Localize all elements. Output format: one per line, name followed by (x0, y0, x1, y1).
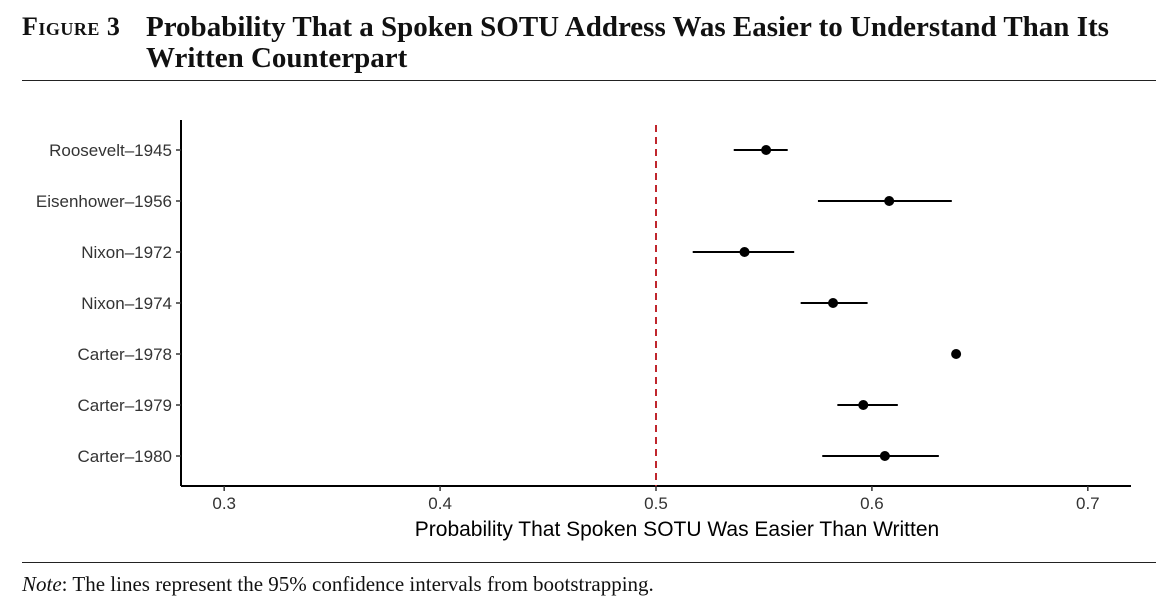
x-tick-label: 0.4 (428, 494, 452, 513)
x-axis: 0.3 0.4 0.5 0.6 0.7 (181, 485, 1131, 513)
data-marks (692, 145, 962, 461)
estimate-point (879, 451, 890, 461)
estimate-point (761, 145, 772, 155)
y-tick-label: Carter–1979 (77, 396, 172, 415)
y-axis: Roosevelt–1945 Eisenhower–1956 Nixon–1972 N… (36, 120, 182, 486)
estimate-point (828, 298, 839, 308)
bottom-rule (22, 562, 1156, 563)
y-tick-label: Eisenhower–1956 (36, 192, 172, 211)
y-tick-label: Carter–1980 (77, 447, 172, 466)
note-label: Note (22, 572, 62, 596)
estimate-point (739, 247, 750, 257)
x-tick-label: 0.3 (212, 494, 236, 513)
figure-label: Figure 3 (22, 12, 121, 41)
x-tick-label: 0.6 (860, 494, 884, 513)
estimate-point (858, 400, 869, 410)
x-tick-label: 0.5 (644, 494, 668, 513)
y-tick-label: Roosevelt–1945 (49, 141, 172, 160)
estimate-point (884, 196, 895, 206)
x-tick-label: 0.7 (1076, 494, 1100, 513)
y-tick-label: Nixon–1972 (81, 243, 172, 262)
top-rule (22, 80, 1156, 81)
figure-note: Note: The lines represent the 95% confid… (22, 572, 654, 597)
note-text: : The lines represent the 95% confidence… (61, 572, 654, 596)
y-tick-label: Carter–1978 (77, 345, 172, 364)
point-range-chart: Roosevelt–1945 Eisenhower–1956 Nixon–1972 N… (36, 120, 1131, 541)
x-axis-label: Probability That Spoken SOTU Was Easier … (415, 518, 939, 541)
estimate-point (951, 349, 962, 359)
figure-title: Probability That a Spoken SOTU Address W… (146, 11, 1109, 74)
y-tick-label: Nixon–1974 (81, 294, 172, 313)
